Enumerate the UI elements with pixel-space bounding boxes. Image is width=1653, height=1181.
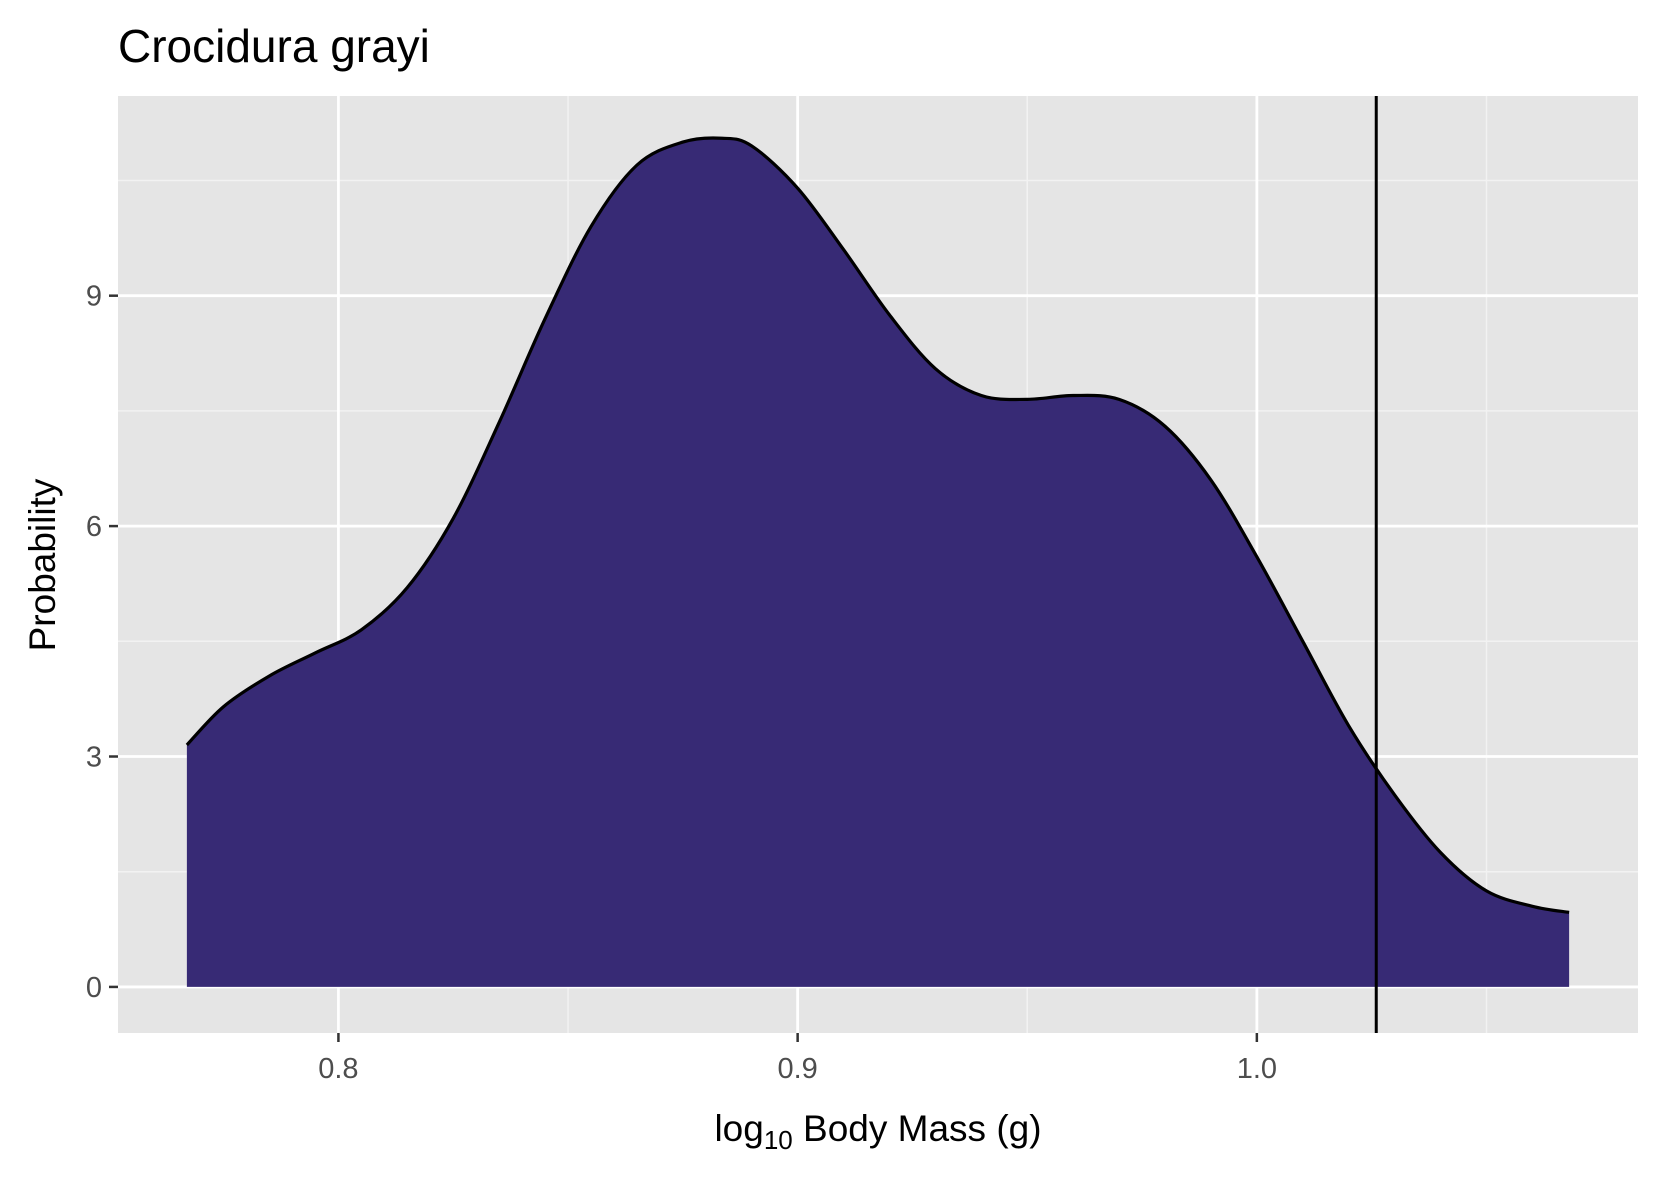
y-tick-label: 3 [86,742,102,774]
x-tick-label: 1.0 [1237,1053,1277,1085]
x-tick-label: 0.9 [777,1053,817,1085]
chart-title: Crocidura grayi [118,20,430,72]
x-tick-label: 0.8 [318,1053,358,1085]
x-axis-title-suffix: Body Mass (g) [793,1108,1042,1149]
x-axis-title-subscript: 10 [764,1125,793,1155]
y-axis: 0 3 6 9 [86,281,118,1004]
density-marks [185,96,1570,1033]
y-tick-label: 9 [86,281,102,313]
y-tick-label: 0 [86,972,102,1004]
y-axis-title: Probability [22,478,63,651]
density-curve [185,136,1570,914]
x-axis: 0.8 0.9 1.0 [318,1033,1277,1085]
y-tick-label: 6 [86,511,102,543]
x-axis-title-prefix: log [714,1108,763,1149]
x-axis-title: log10 Body Mass (g) [714,1108,1041,1155]
